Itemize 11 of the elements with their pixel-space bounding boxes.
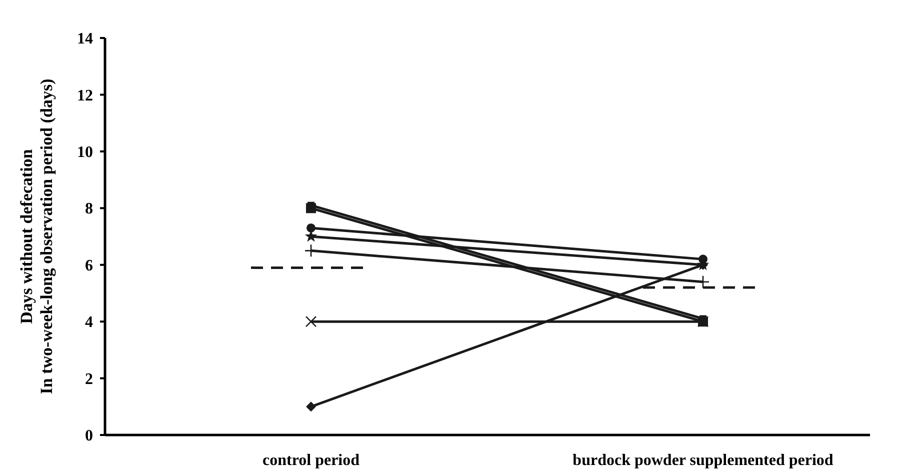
x-tick-label: burdock powder supplemented period	[572, 452, 834, 469]
y-tick-label: 4	[85, 314, 93, 332]
x-tick-label: control period	[262, 452, 360, 469]
y-tick-label: 10	[77, 144, 93, 162]
y-tick-label: 6	[85, 257, 93, 274]
y-tick-label: 14	[77, 30, 93, 48]
y-tick-label: 8	[85, 200, 93, 218]
y-tick-label: 0	[85, 428, 93, 445]
y-tick-label: 12	[77, 87, 93, 104]
y-tick-label: 2	[85, 370, 93, 388]
y-axis-title: Days without defecation In two-week-long observation period (days)	[17, 78, 56, 394]
